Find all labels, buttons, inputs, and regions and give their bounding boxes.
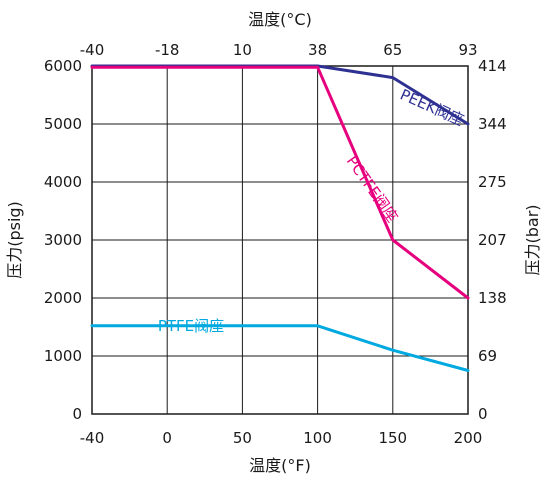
x-top-tick-label: 65 bbox=[383, 41, 402, 59]
series-label-peek: PEEK阀座 bbox=[397, 85, 466, 129]
left-axis-label: 压力(psig) bbox=[5, 201, 24, 279]
x-bottom-tick-label: -40 bbox=[80, 429, 105, 447]
y-left-tick-label: 0 bbox=[72, 405, 82, 423]
x-bottom-tick-label: 200 bbox=[454, 429, 483, 447]
x-top-tick-label: -40 bbox=[80, 41, 105, 59]
chart-series bbox=[90, 64, 470, 372]
y-left-tick-label: 4000 bbox=[44, 173, 82, 191]
y-right-tick-label: 275 bbox=[478, 173, 507, 191]
x-top-tick-label: 10 bbox=[233, 41, 252, 59]
y-left-tick-label: 3000 bbox=[44, 231, 82, 249]
y-right-tick-label: 69 bbox=[478, 347, 497, 365]
x-bottom-tick-label: 50 bbox=[233, 429, 252, 447]
top-axis-label: 温度(°C) bbox=[248, 10, 312, 29]
y-left-tick-label: 5000 bbox=[44, 115, 82, 133]
series-line bbox=[90, 324, 470, 372]
y-right-tick-label: 344 bbox=[478, 115, 507, 133]
x-bottom-tick-label: 0 bbox=[162, 429, 172, 447]
x-top-tick-label: -18 bbox=[155, 41, 180, 59]
x-top-tick-label: 93 bbox=[458, 41, 477, 59]
y-left-tick-label: 1000 bbox=[44, 347, 82, 365]
y-right-tick-label: 414 bbox=[478, 57, 507, 75]
y-right-tick-label: 0 bbox=[478, 405, 488, 423]
chart-grid bbox=[91, 65, 469, 415]
x-bottom-tick-label: 100 bbox=[303, 429, 332, 447]
series-label-ptfe: PTFE阀座 bbox=[158, 317, 224, 335]
y-right-tick-label: 138 bbox=[478, 289, 507, 307]
y-left-tick-label: 6000 bbox=[44, 57, 82, 75]
x-bottom-tick-label: 150 bbox=[378, 429, 407, 447]
series-line bbox=[90, 65, 470, 300]
bottom-axis-label: 温度(°F) bbox=[249, 456, 311, 475]
y-left-tick-label: 2000 bbox=[44, 289, 82, 307]
right-axis-label: 压力(bar) bbox=[523, 204, 542, 275]
x-top-tick-label: 38 bbox=[308, 41, 327, 59]
y-right-tick-label: 207 bbox=[478, 231, 507, 249]
chart-ticks: -40 0 50 100 150 200 -40 -18 10 38 65 93 0 1000 2000 30… bbox=[44, 41, 507, 447]
